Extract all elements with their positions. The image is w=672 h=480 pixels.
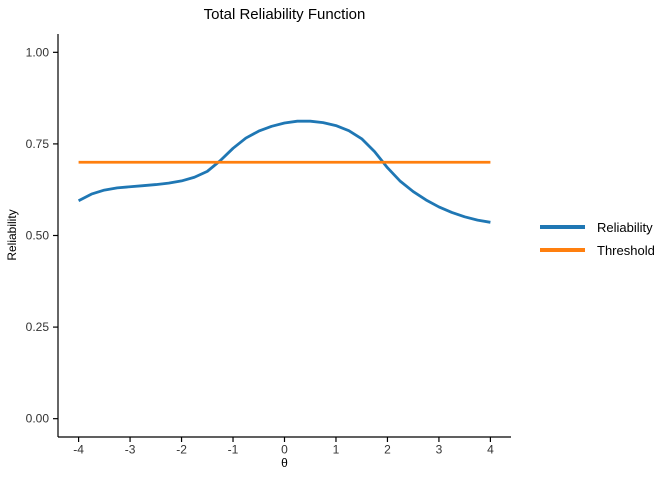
y-tick-label: 0.25 — [26, 320, 50, 334]
reliability-line — [77, 119, 491, 224]
y-tick-label: 1.00 — [26, 45, 50, 59]
x-tick-label: -3 — [125, 443, 136, 457]
x-tick-label: 2 — [384, 443, 391, 457]
x-tick-label: 1 — [333, 443, 340, 457]
legend: Reliability Threshold — [540, 219, 655, 265]
x-tick-label: 0 — [281, 443, 288, 457]
legend-label-reliability: Reliability — [597, 219, 653, 235]
x-tick-label: -1 — [228, 443, 239, 457]
legend-item-reliability: Reliability — [540, 219, 655, 235]
y-tick-label: 0.75 — [26, 137, 50, 151]
legend-item-threshold: Threshold — [540, 242, 655, 258]
reliability-line-swatch — [540, 225, 585, 229]
threshold-line-swatch — [540, 248, 585, 252]
y-tick-label: 0.00 — [26, 412, 50, 426]
x-tick-label: -4 — [73, 443, 84, 457]
x-tick-label: 4 — [487, 443, 494, 457]
x-tick-label: -2 — [176, 443, 187, 457]
chart-title: Total Reliability Function — [203, 6, 366, 23]
x-axis-title: θ — [281, 456, 288, 470]
y-axis-title: Reliability — [5, 209, 19, 261]
legend-label-threshold: Threshold — [597, 242, 655, 258]
y-tick-label: 0.50 — [26, 229, 50, 243]
x-tick-label: 3 — [436, 443, 443, 457]
